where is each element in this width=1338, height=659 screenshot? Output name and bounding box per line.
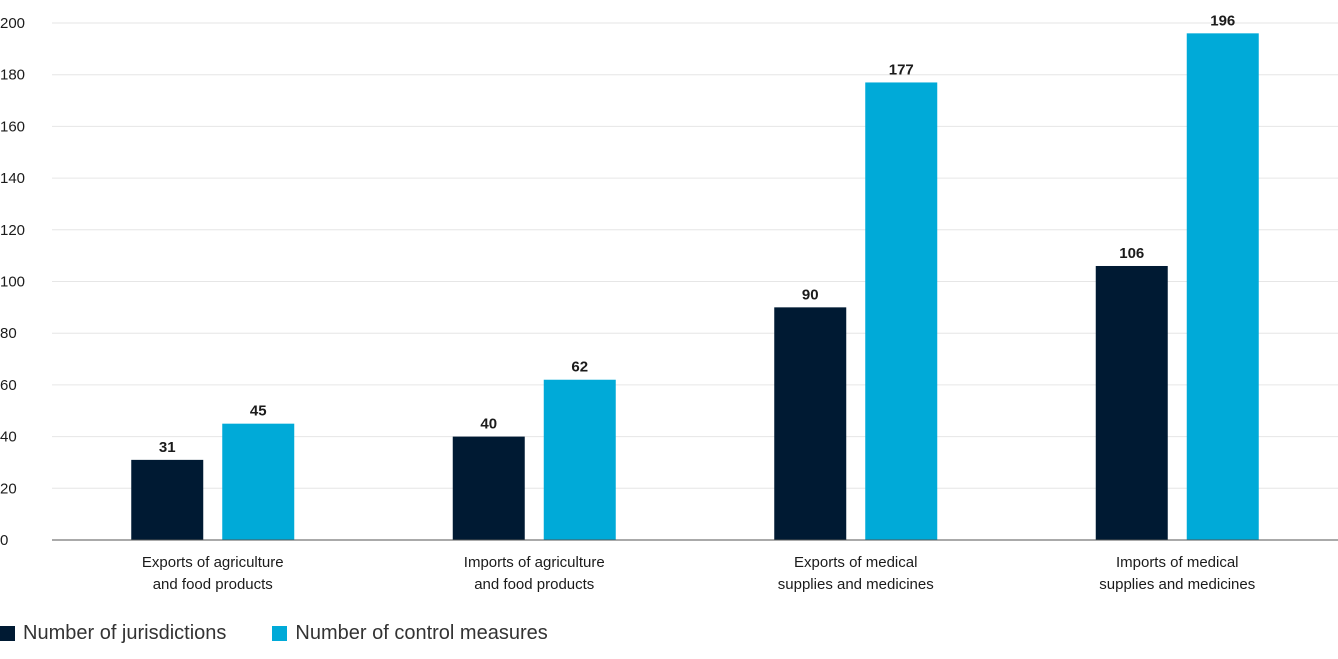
bar-chart: 0 20 40 60 80 100 120 140 160 180 200 31 45 40 62 90 17… xyxy=(0,12,1338,593)
y-tick-label: 140 xyxy=(0,170,25,187)
bars xyxy=(131,33,1259,541)
data-label: 90 xyxy=(802,286,819,303)
x-category-label-line: Exports of medical xyxy=(794,554,917,571)
data-label: 40 xyxy=(480,416,497,433)
bar-control-measures xyxy=(222,423,295,540)
legend: Number of jurisdictions Number of contro… xyxy=(0,622,594,645)
y-tick-label: 200 xyxy=(0,15,25,32)
data-label: 177 xyxy=(889,61,914,78)
x-category-label-line: supplies and medicines xyxy=(778,576,934,593)
y-axis-ticks: 0 20 40 60 80 100 120 140 160 180 200 xyxy=(0,15,25,549)
data-label: 106 xyxy=(1119,245,1144,262)
bar-jurisdictions xyxy=(131,459,204,540)
x-category-label: Exports of medical supplies and medicines xyxy=(778,554,934,593)
legend-item-control-measures: Number of control measures xyxy=(272,622,548,645)
x-category-label: Imports of agriculture and food products xyxy=(464,554,605,593)
legend-label-jurisdictions: Number of jurisdictions xyxy=(23,622,227,644)
bar-jurisdictions xyxy=(452,436,525,540)
x-category-label-line: Exports of agriculture xyxy=(142,554,284,571)
y-tick-label: 180 xyxy=(0,67,25,84)
data-label: 45 xyxy=(250,403,267,420)
y-tick-label: 0 xyxy=(0,532,8,549)
y-tick-label: 80 xyxy=(0,325,17,342)
legend-label-control-measures: Number of control measures xyxy=(295,622,548,644)
y-tick-label: 20 xyxy=(0,480,17,497)
x-category-label-line: and food products xyxy=(153,576,273,593)
bar-control-measures xyxy=(543,379,616,540)
x-category-label-line: supplies and medicines xyxy=(1099,576,1255,593)
bar-control-measures xyxy=(865,82,938,540)
data-label: 196 xyxy=(1210,12,1235,29)
y-tick-label: 40 xyxy=(0,429,17,446)
x-category-label-line: Imports of medical xyxy=(1116,554,1239,571)
bar-jurisdictions xyxy=(774,307,847,540)
y-tick-label: 160 xyxy=(0,118,25,135)
y-tick-label: 120 xyxy=(0,222,25,239)
legend-swatch-jurisdictions xyxy=(0,626,15,641)
data-label: 62 xyxy=(571,359,588,376)
legend-item-jurisdictions: Number of jurisdictions xyxy=(0,622,226,645)
x-category-label-line: Imports of agriculture xyxy=(464,554,605,571)
y-tick-label: 60 xyxy=(0,377,17,394)
x-category-label: Imports of medical supplies and medicines xyxy=(1099,554,1255,593)
x-category-label: Exports of agriculture and food products xyxy=(142,554,284,593)
bar-jurisdictions xyxy=(1095,265,1168,540)
data-labels: 31 45 40 62 90 177 106 196 xyxy=(159,12,1235,456)
bar-control-measures xyxy=(1186,33,1259,541)
data-label: 31 xyxy=(159,439,176,456)
legend-swatch-control-measures xyxy=(272,626,288,641)
x-category-label-line: and food products xyxy=(474,576,594,593)
x-axis-categories: Exports of agriculture and food productsI… xyxy=(142,554,1255,593)
y-tick-label: 100 xyxy=(0,274,25,291)
